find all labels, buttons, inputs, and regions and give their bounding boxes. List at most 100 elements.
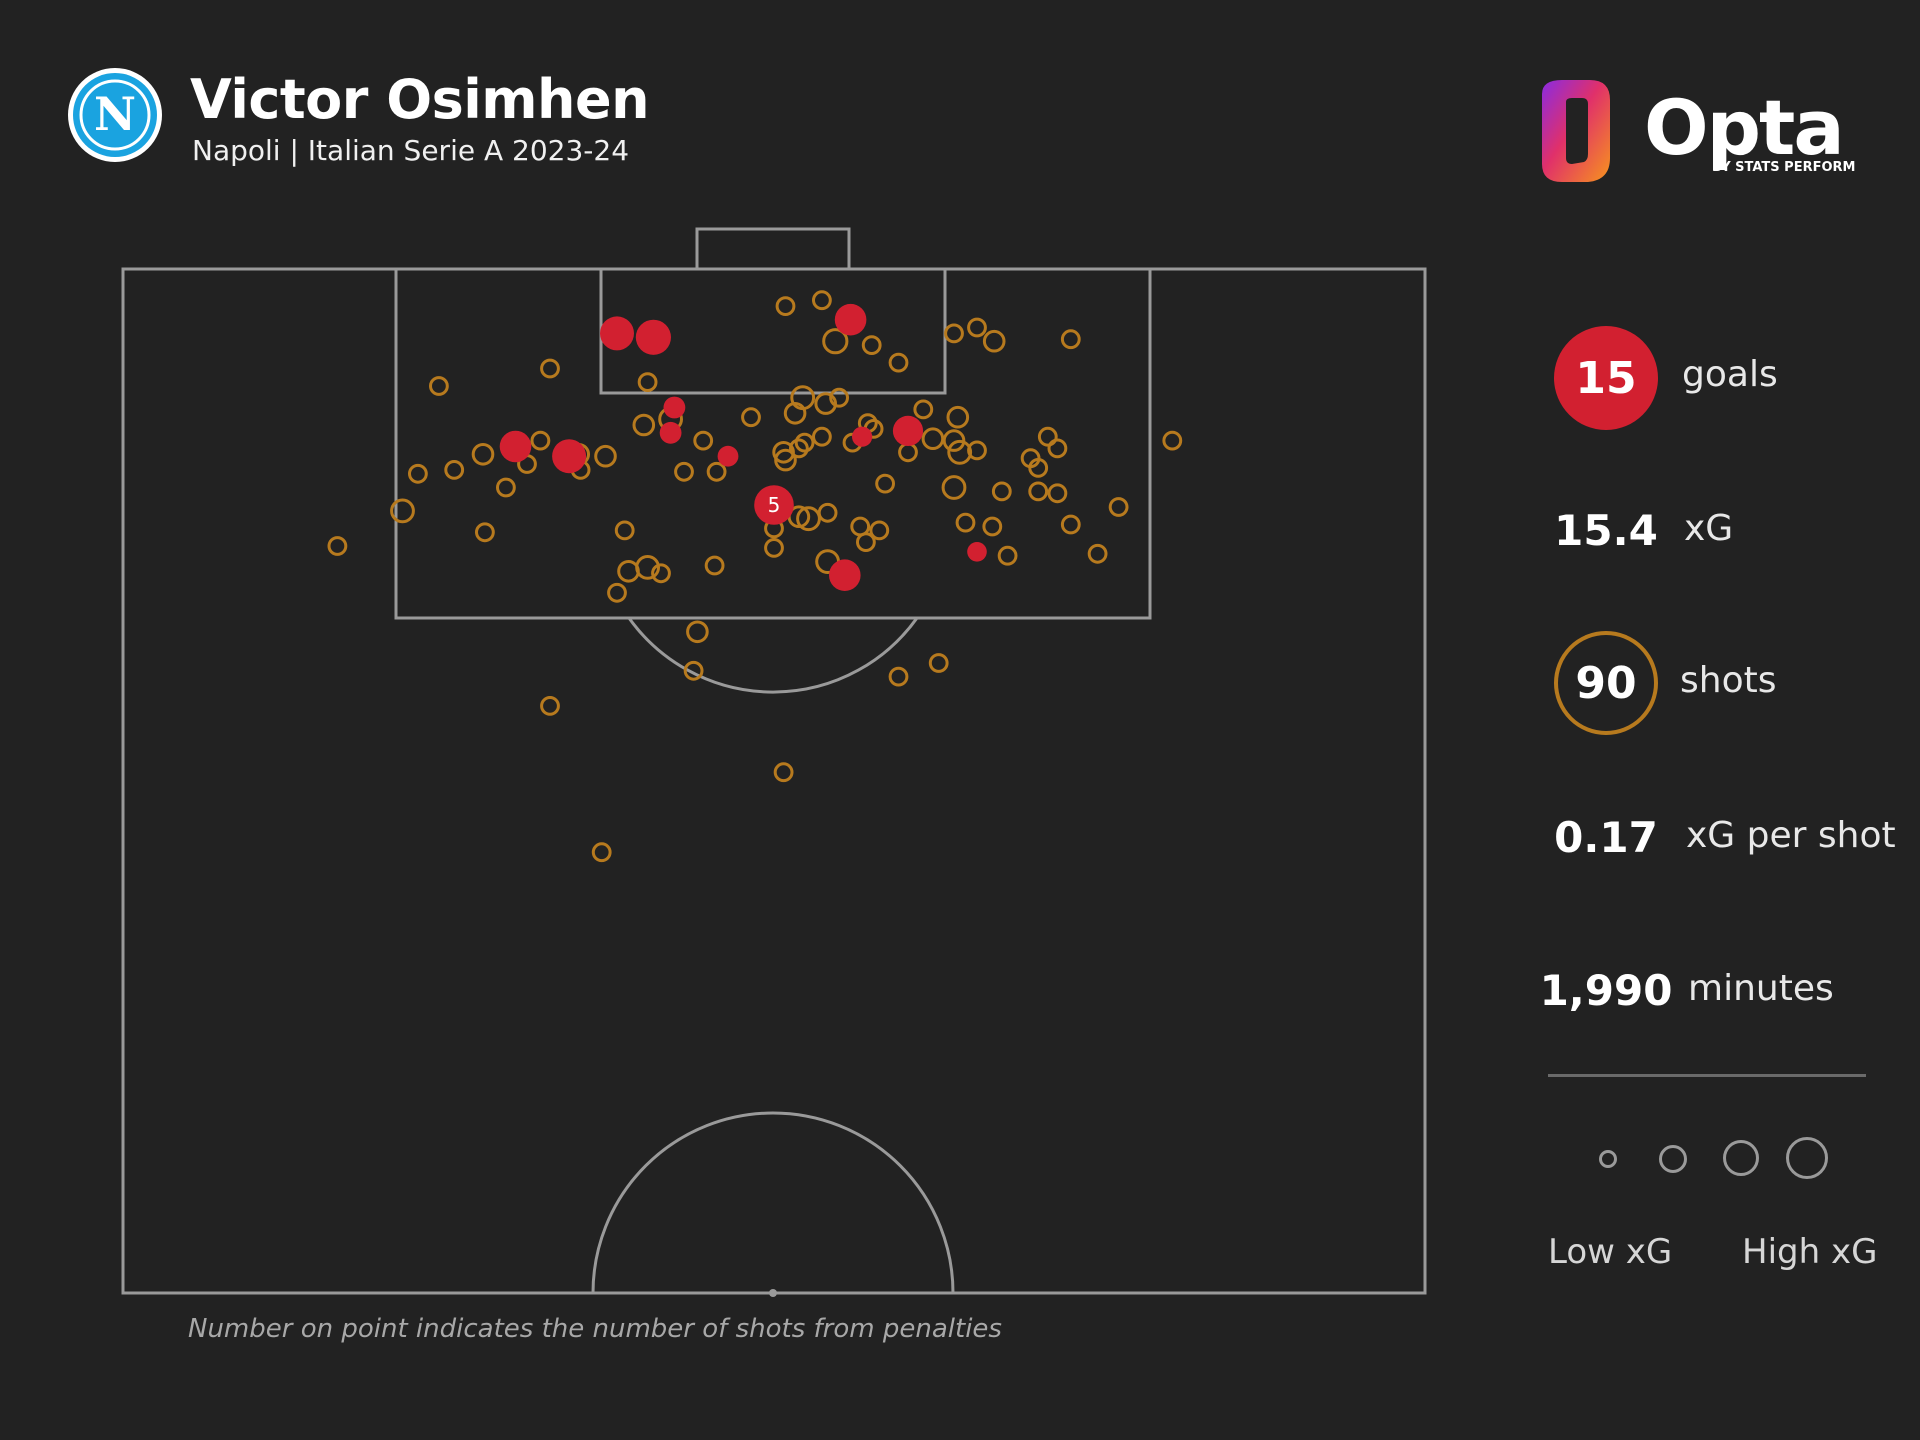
shot-point-49 [327, 536, 348, 556]
shot-point-38 [991, 481, 1012, 502]
shots-badge: 90 [1554, 631, 1658, 735]
shot-point-26 [530, 430, 551, 451]
shot-point-64 [651, 563, 671, 584]
goal-point-0 [600, 316, 634, 351]
shot-point-15 [632, 413, 656, 437]
goals-label: goals [1682, 354, 1778, 395]
shot-point-60 [856, 532, 876, 552]
shot-point-74 [1047, 438, 1068, 459]
shot-point-11 [829, 387, 849, 408]
napoli-badge-icon: N [68, 68, 162, 162]
legend-high-label: High xG [1742, 1232, 1878, 1272]
goal-point-3 [663, 396, 686, 419]
shot-point-47 [496, 477, 516, 498]
legend-size-2 [1659, 1145, 1687, 1173]
shot-point-40 [1028, 458, 1049, 478]
shot-point-55 [817, 502, 838, 523]
shot-point-37 [941, 475, 967, 500]
shots-value: 90 [1575, 657, 1637, 709]
xg-value: 15.4 [1554, 506, 1658, 555]
opta-logo: Opta BY STATS PERFORM [1532, 76, 1855, 186]
goal-point-5 [499, 430, 532, 463]
shot-point-8 [1060, 329, 1081, 350]
goal-point-1 [635, 319, 672, 355]
xg-per-shot-value: 0.17 [1554, 813, 1658, 862]
minutes-label: minutes [1688, 968, 1834, 1009]
shot-point-2 [429, 376, 449, 396]
shot-point-17 [946, 405, 970, 429]
legend-size-1 [1599, 1150, 1617, 1168]
shot-point-48 [390, 498, 415, 524]
brand-name: Opta [1644, 83, 1845, 172]
shot-point-56 [764, 538, 784, 558]
shot-point-73 [1037, 426, 1058, 447]
shot-point-41 [1028, 481, 1049, 502]
shot-point-67 [812, 290, 832, 311]
shot-point-28 [594, 444, 617, 468]
shot-point-33 [921, 427, 945, 451]
shot-point-66 [775, 296, 796, 317]
shot-point-63 [607, 582, 627, 603]
goal-point-12 [967, 542, 987, 562]
shot-point-43 [982, 516, 1003, 537]
shot-point-35 [947, 439, 973, 465]
shot-point-68 [861, 335, 882, 356]
shot-point-24 [774, 448, 797, 472]
goal-point-11 [829, 559, 861, 591]
shot-point-76 [683, 660, 704, 681]
legend-size-4 [1786, 1137, 1828, 1179]
shot-point-1 [637, 372, 658, 393]
stats-divider [1548, 1074, 1866, 1077]
goal-point-6 [552, 439, 587, 474]
penalty-arc [627, 617, 919, 694]
shot-point-65 [704, 555, 725, 576]
shot-point-42 [955, 512, 976, 533]
shot-point-69 [1108, 497, 1129, 517]
shot-point-53 [796, 506, 821, 532]
shot-point-62 [617, 560, 640, 583]
shot-point-3 [822, 328, 849, 355]
footnote: Number on point indicates the number of … [188, 1314, 1002, 1344]
shot-point-31 [471, 443, 495, 466]
pitch-lines [121, 227, 1427, 1295]
shot-point-78 [888, 666, 909, 687]
shot-point-81 [591, 842, 612, 863]
shot-point-21 [794, 432, 815, 453]
shot-point-71 [997, 545, 1018, 566]
page-subtitle: Napoli | Italian Serie A 2023-24 [192, 134, 630, 167]
goals-value: 15 [1575, 352, 1637, 404]
shot-point-80 [773, 762, 794, 783]
shot-point-85 [674, 461, 694, 482]
goal-point-9 [892, 415, 924, 446]
goal-frame [695, 227, 851, 271]
centre-spot [769, 1289, 777, 1297]
goal-point-7 [717, 445, 739, 467]
shot-point-77 [928, 653, 949, 673]
shot-point-13 [741, 407, 761, 428]
legend-low-label: Low xG [1548, 1232, 1673, 1272]
shot-point-46 [408, 463, 428, 484]
shot-point-0 [540, 358, 560, 379]
legend-size-3 [1723, 1140, 1759, 1176]
shot-point-20 [812, 426, 832, 447]
shot-point-5 [944, 323, 964, 344]
shot-point-83 [898, 442, 918, 463]
goal-point-10 [754, 485, 794, 525]
opta-mark-icon [1542, 80, 1610, 182]
badge-letter: N [94, 87, 136, 141]
shots-layer [327, 290, 1183, 863]
xg-label: xG [1684, 508, 1734, 549]
shot-point-7 [982, 329, 1006, 353]
penalty-count-label: 5 [768, 493, 781, 517]
shot-point-84 [706, 461, 727, 482]
shot-point-10 [814, 392, 838, 415]
shot-point-50 [475, 522, 495, 543]
goal-point-2 [834, 303, 867, 336]
half-pitch-outline [121, 267, 1427, 1295]
shot-point-36 [967, 440, 987, 461]
shot-point-79 [540, 696, 560, 716]
shot-point-51 [614, 520, 635, 541]
shot-point-70 [1087, 543, 1108, 564]
shot-point-22 [789, 438, 809, 459]
